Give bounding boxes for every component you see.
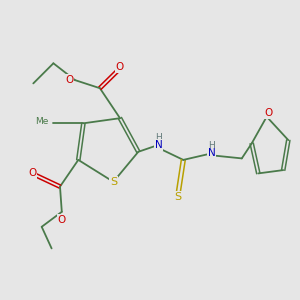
Text: N: N — [208, 148, 216, 158]
Text: N: N — [154, 140, 162, 150]
Text: S: S — [110, 177, 117, 187]
Text: O: O — [116, 62, 124, 73]
Text: H: H — [208, 141, 215, 150]
Text: O: O — [28, 168, 37, 178]
Text: O: O — [264, 108, 272, 118]
Text: Me: Me — [35, 117, 49, 126]
Text: S: S — [175, 192, 182, 202]
Text: O: O — [58, 215, 66, 225]
Text: O: O — [65, 75, 74, 85]
Text: H: H — [155, 133, 162, 142]
